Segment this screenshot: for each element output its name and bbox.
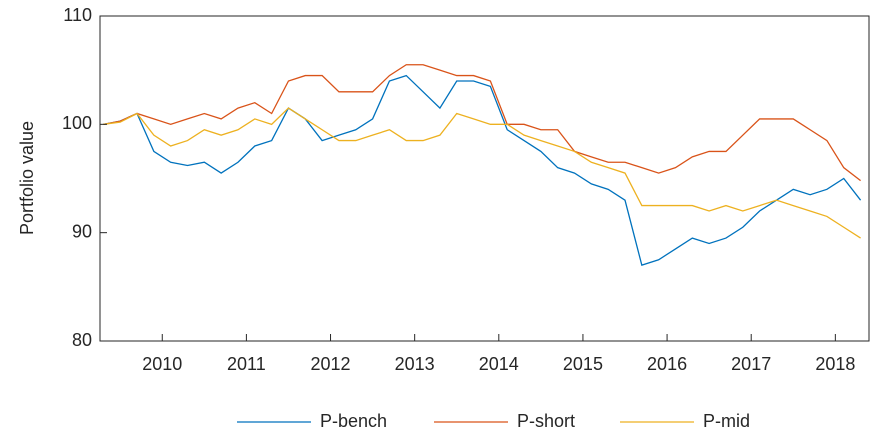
plot-frame bbox=[99, 15, 870, 342]
legend-label: P-mid bbox=[703, 411, 750, 431]
x-tick-label: 2013 bbox=[395, 354, 435, 374]
legend-label: P-short bbox=[517, 411, 575, 431]
series-line bbox=[103, 74, 862, 266]
y-tick-label: 80 bbox=[72, 330, 92, 350]
x-tick-label: 2014 bbox=[479, 354, 519, 374]
x-tick-label: 2015 bbox=[563, 354, 603, 374]
series-line bbox=[103, 64, 861, 182]
y-tick-label: 110 bbox=[63, 5, 92, 25]
y-tick-label: 100 bbox=[62, 113, 92, 133]
series-line bbox=[103, 107, 861, 239]
x-tick-label: 2011 bbox=[227, 354, 266, 374]
x-tick-label: 2017 bbox=[731, 354, 771, 374]
legend-label: P-bench bbox=[320, 411, 387, 431]
y-axis-label: Portfolio value bbox=[17, 121, 37, 235]
y-tick-label: 90 bbox=[72, 221, 92, 241]
x-tick-label: 2016 bbox=[647, 354, 687, 374]
x-tick-label: 2018 bbox=[815, 354, 855, 374]
x-tick-label: 2010 bbox=[142, 354, 182, 374]
x-tick-label: 2012 bbox=[311, 354, 351, 374]
